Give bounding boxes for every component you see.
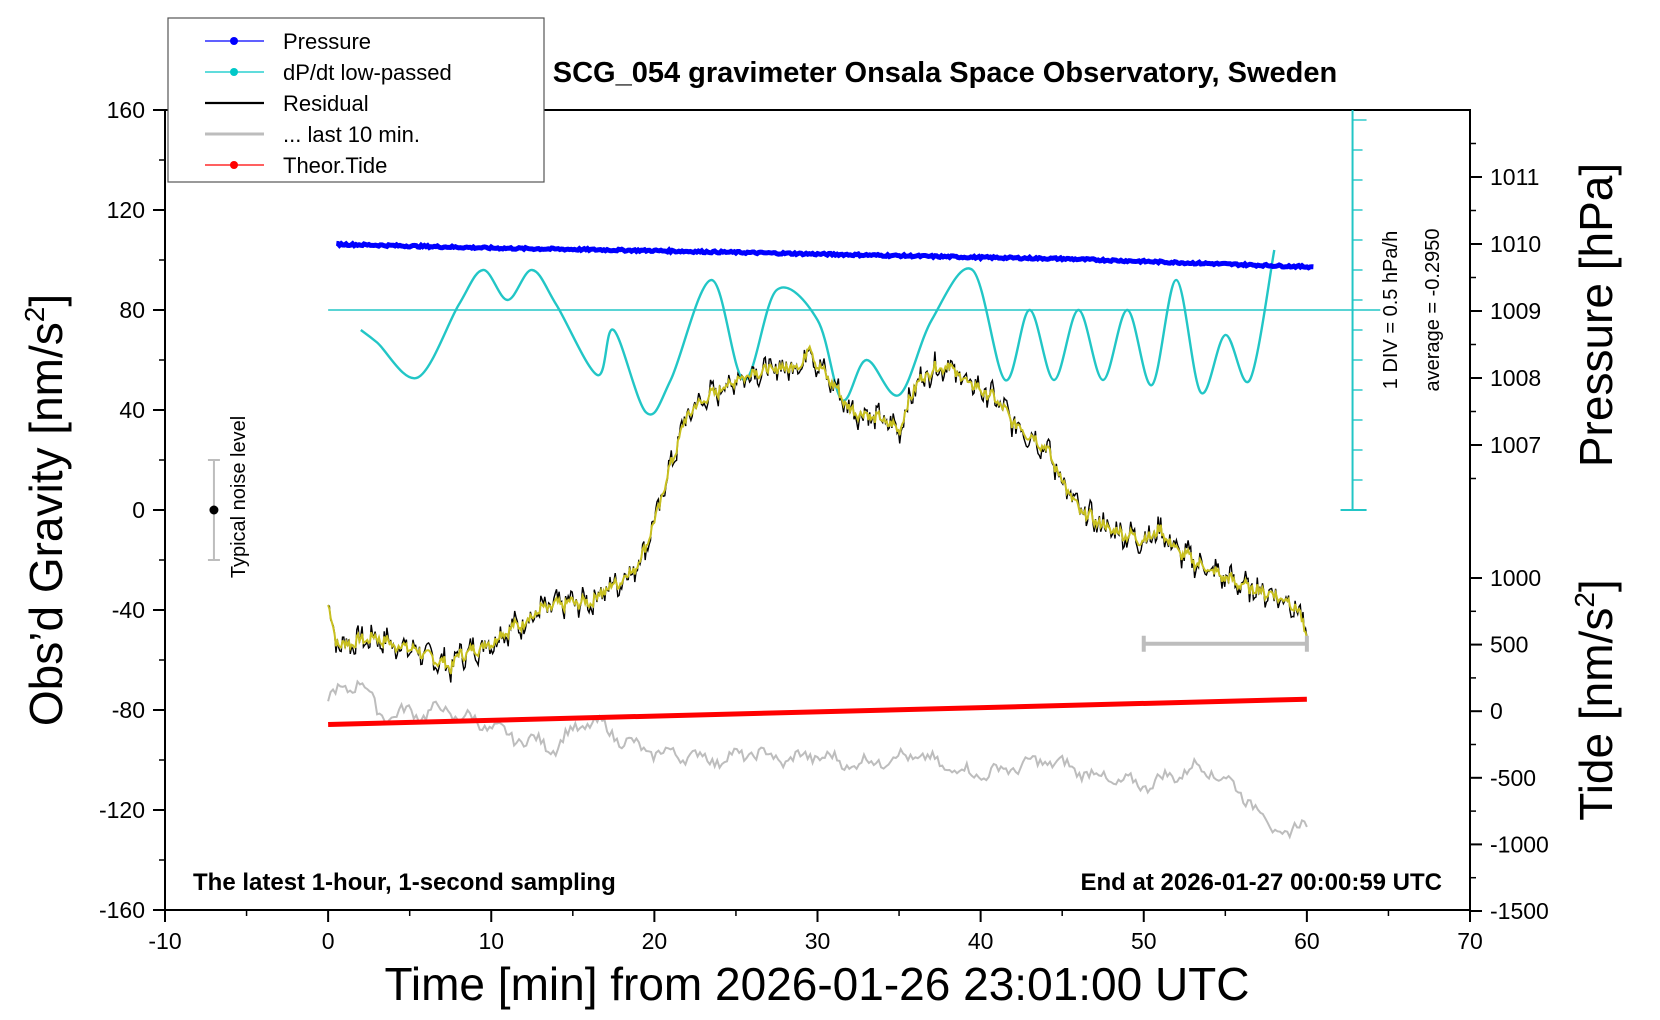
y-axis-title-left-sup: 2	[19, 307, 50, 323]
left-tick-label: -40	[112, 597, 145, 623]
pressure-axis-ticks: 1011 1010 1009 1008 1007	[1470, 164, 1541, 458]
tide-tick-label: 500	[1490, 632, 1528, 658]
left-axis-ticks: 160 120 80 40 0 -40 -80 -120 -160	[99, 97, 165, 923]
x-tick-label: -10	[148, 928, 181, 954]
noise-dot	[209, 505, 219, 515]
tide-tick-label: -1000	[1490, 831, 1549, 857]
x-tick-label: 40	[968, 928, 994, 954]
last-10-min-bracket	[1141, 635, 1309, 652]
x-tick-label: 50	[1131, 928, 1157, 954]
y-axis-title-tide: Tide [nm/s2]	[1569, 579, 1622, 820]
noise-level-label: Typical noise level	[228, 416, 250, 578]
dpdt-scale-label: 1 DIV = 0.5 hPa/h	[1380, 231, 1402, 389]
left-tick-label: 40	[119, 397, 145, 423]
pressure-tick-label: 1008	[1490, 365, 1541, 391]
footer-right-note: End at 2026-01-27 00:00:59 UTC	[1081, 869, 1443, 896]
series-theor-tide	[328, 696, 1307, 728]
left-tick-label: 160	[107, 97, 145, 123]
left-tick-label: -160	[99, 897, 145, 923]
x-tick-label: 70	[1457, 928, 1483, 954]
chart-title: SCG_054 gravimeter Onsala Space Observat…	[553, 57, 1337, 89]
noise-level-marker	[207, 459, 220, 561]
legend-label: Pressure	[283, 29, 371, 54]
y-axis-title-left-main: Obs’d Gravity [nm/s	[20, 322, 72, 726]
series-residual	[327, 345, 1308, 683]
minor-ticks	[159, 142, 1476, 916]
legend-label: Theor.Tide	[283, 153, 387, 178]
x-tick-label: 10	[478, 928, 504, 954]
tide-tick-label: 1000	[1490, 565, 1541, 591]
x-axis-title: Time [min] from 2026-01-26 23:01:00 UTC	[385, 958, 1250, 1010]
left-tick-label: -80	[112, 697, 145, 723]
series-dpdt-low-passed	[360, 249, 1276, 416]
series-residual-smoothed	[327, 344, 1308, 675]
left-tick-label: 120	[107, 197, 145, 223]
tide-axis-ticks: 1000 500 0 -500 -1000 -1500	[1470, 565, 1549, 924]
pressure-tick-label: 1011	[1490, 164, 1539, 190]
y-axis-title-pressure: Pressure [hPa]	[1570, 163, 1622, 467]
pressure-tick-label: 1009	[1490, 298, 1541, 324]
tide-tick-label: -500	[1490, 765, 1536, 791]
dpdt-average-label: average = -0.2950	[1422, 229, 1444, 392]
y-axis-title-left-close: ]	[20, 294, 72, 307]
y-axis-title-tide-main: Tide [nm/s	[1570, 608, 1622, 821]
legend: Pressure dP/dt low-passed Residual ... last…	[167, 17, 545, 183]
tide-tick-label: -1500	[1490, 898, 1549, 924]
left-tick-label: -120	[99, 797, 145, 823]
legend-items: Pressure dP/dt low-passed Residual ... last…	[205, 29, 452, 178]
series-last-10-min	[327, 679, 1308, 840]
pressure-tick-label: 1007	[1490, 432, 1541, 458]
x-tick-label: 30	[805, 928, 831, 954]
left-tick-label: 80	[119, 297, 145, 323]
pressure-tick-label: 1010	[1490, 231, 1541, 257]
plot-frame	[164, 109, 1471, 911]
legend-label: Residual	[283, 91, 369, 116]
y-axis-title-tide-close: ]	[1570, 579, 1622, 592]
y-axis-title-left: Obs’d Gravity [nm/s2]	[19, 294, 72, 726]
series-pressure	[335, 240, 1314, 271]
legend-swatch-marker	[230, 37, 238, 45]
legend-label: dP/dt low-passed	[283, 60, 452, 85]
left-tick-label: 0	[132, 497, 145, 523]
x-tick-label: 20	[642, 928, 668, 954]
legend-swatch-marker	[230, 68, 238, 76]
legend-box	[167, 17, 545, 183]
legend-swatch-marker	[230, 161, 238, 169]
x-tick-label: 60	[1294, 928, 1320, 954]
tide-tick-label: 0	[1490, 698, 1503, 724]
legend-label: ... last 10 min.	[283, 122, 420, 147]
y-axis-title-tide-sup: 2	[1569, 592, 1600, 608]
x-tick-label: 0	[322, 928, 335, 954]
footer-left-note: The latest 1-hour, 1-second sampling	[193, 869, 616, 896]
x-axis-ticks: -10 0 10 20 30 40 50 60 70	[148, 910, 1483, 954]
